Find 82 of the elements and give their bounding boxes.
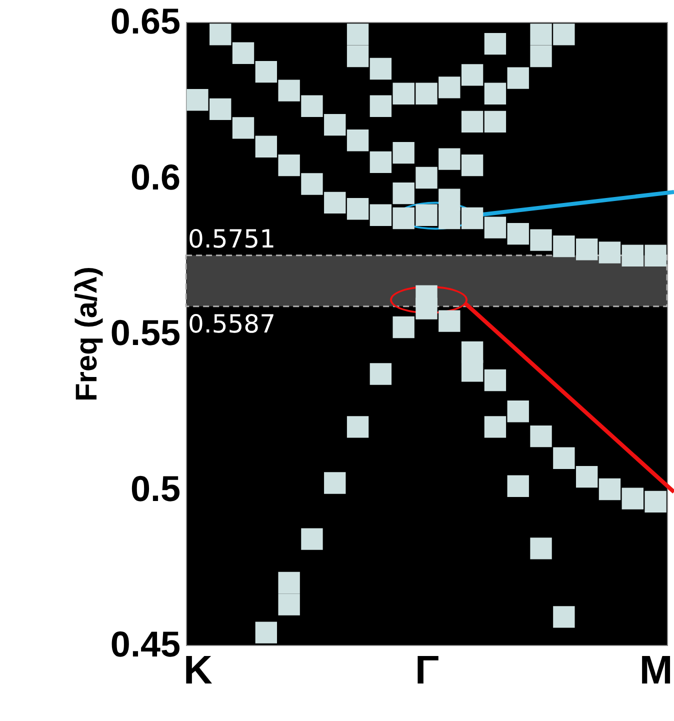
- point: [346, 198, 369, 220]
- y-tick-label: 0.5: [130, 468, 180, 509]
- point: [622, 488, 644, 510]
- y-tick-label: 0.6: [130, 156, 180, 198]
- point: [484, 82, 506, 104]
- point: [553, 447, 575, 469]
- y-tick-label: 0.55: [110, 312, 180, 353]
- point: [346, 24, 369, 46]
- point: [278, 572, 300, 594]
- point: [553, 235, 575, 258]
- point: [484, 110, 506, 133]
- point: [255, 622, 278, 644]
- point: [461, 110, 484, 133]
- point: [278, 154, 300, 176]
- point: [530, 24, 552, 46]
- point: [553, 606, 575, 628]
- point: [598, 478, 621, 500]
- point: [576, 238, 598, 260]
- point: [461, 64, 484, 86]
- point: [255, 61, 278, 83]
- point: [324, 472, 346, 494]
- point: [484, 369, 506, 392]
- point: [210, 24, 232, 46]
- point: [484, 216, 506, 238]
- point: [438, 148, 460, 170]
- point: [484, 32, 506, 55]
- point: [416, 166, 438, 189]
- point: [346, 416, 369, 438]
- point: [644, 490, 666, 513]
- point: [530, 425, 552, 448]
- point: [278, 594, 300, 616]
- point: [507, 400, 529, 422]
- y-tick-label: 0.45: [110, 624, 180, 664]
- point: [438, 207, 460, 230]
- point: [255, 136, 278, 158]
- point: [438, 310, 460, 332]
- point: [644, 244, 666, 266]
- point: [301, 528, 323, 550]
- point: [278, 80, 300, 102]
- point: [232, 117, 254, 139]
- x-tick-label: K: [184, 648, 213, 692]
- point: [370, 204, 392, 226]
- point: [392, 82, 414, 104]
- y-axis-title: Freq (a/λ): [70, 266, 104, 402]
- point: [598, 242, 621, 264]
- point: [370, 363, 392, 385]
- point: [232, 42, 254, 64]
- point: [324, 114, 346, 136]
- point: [346, 45, 369, 68]
- point: [370, 151, 392, 174]
- point: [530, 45, 552, 68]
- point: [324, 192, 346, 214]
- x-tick-label: Γ: [414, 648, 440, 692]
- point: [186, 89, 208, 111]
- annotation: 0.5587: [188, 309, 276, 338]
- point: [210, 98, 232, 120]
- annotation: 0.5751: [188, 224, 276, 254]
- point: [392, 182, 414, 204]
- point: [461, 360, 484, 382]
- point: [301, 95, 323, 117]
- point: [553, 24, 575, 46]
- point: [507, 475, 529, 497]
- point: [416, 82, 438, 104]
- point: [392, 207, 414, 230]
- x-tick-label: M: [639, 648, 673, 692]
- point: [370, 95, 392, 117]
- point: [484, 416, 506, 438]
- point: [461, 207, 484, 230]
- point: [507, 67, 529, 89]
- y-tick-label: 0.65: [110, 0, 180, 42]
- point: [370, 58, 392, 80]
- point: [392, 316, 414, 338]
- point: [507, 222, 529, 245]
- point: [346, 130, 369, 152]
- point: [530, 538, 552, 560]
- point: [438, 76, 460, 98]
- point: [301, 173, 323, 195]
- point: [530, 229, 552, 251]
- point: [461, 154, 484, 176]
- point: [576, 466, 598, 488]
- point: [622, 244, 644, 266]
- point: [392, 142, 414, 164]
